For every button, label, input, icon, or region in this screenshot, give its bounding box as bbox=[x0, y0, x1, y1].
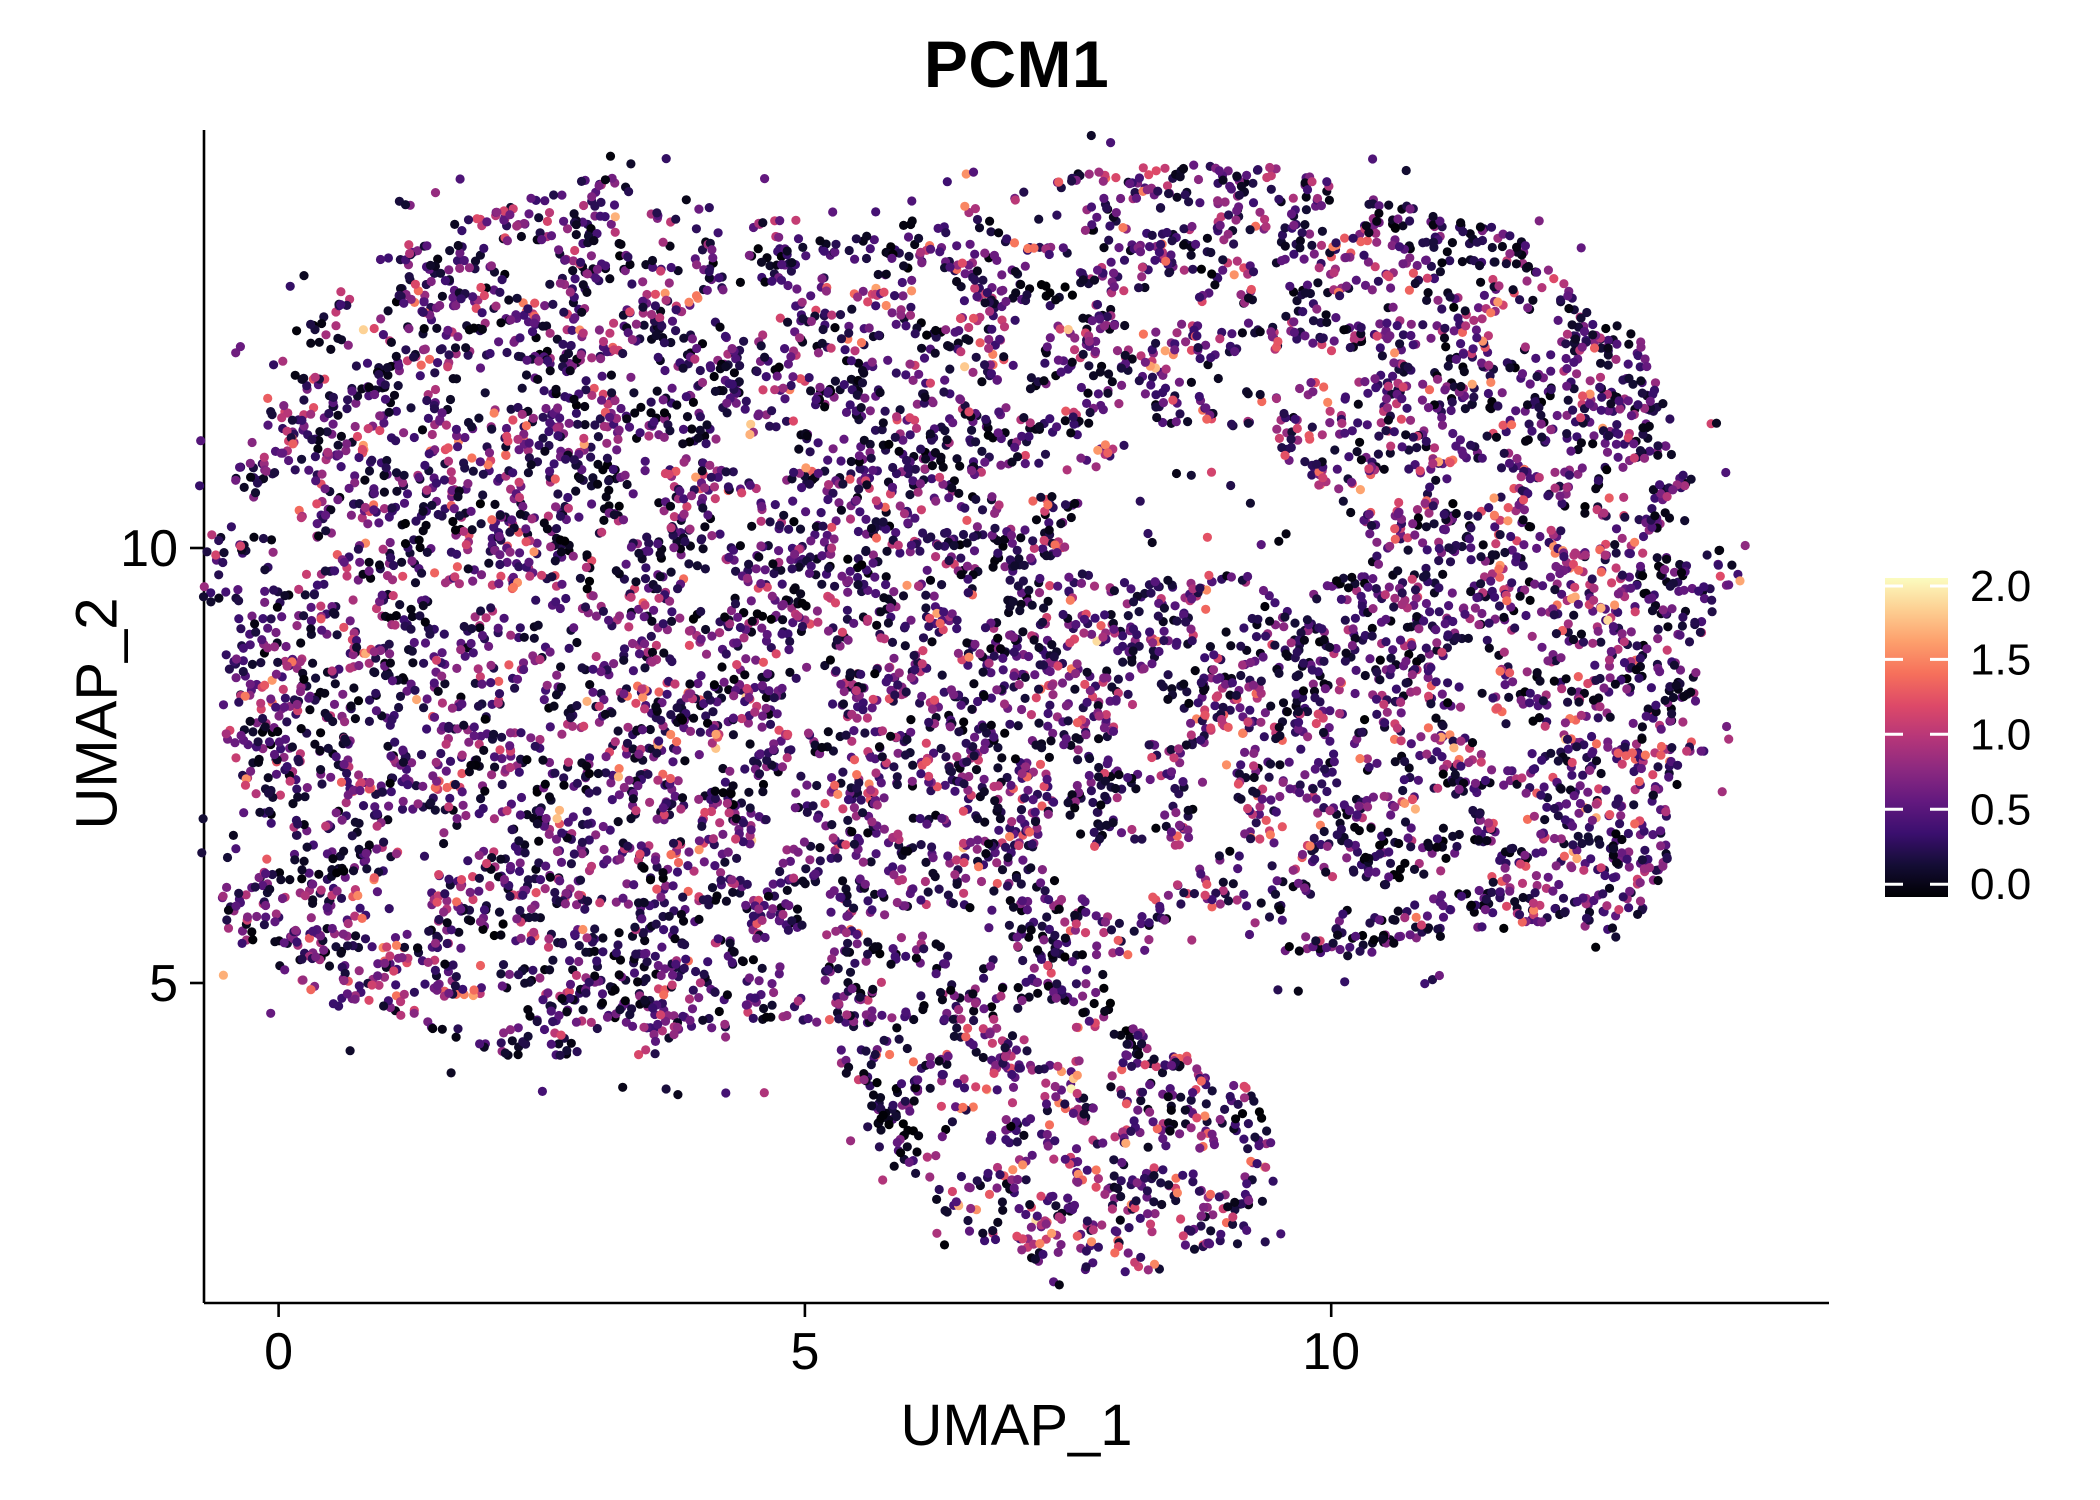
svg-text:0: 0 bbox=[264, 1323, 293, 1381]
svg-text:5: 5 bbox=[149, 955, 178, 1013]
svg-text:10: 10 bbox=[1302, 1323, 1360, 1381]
svg-text:5: 5 bbox=[790, 1323, 819, 1381]
svg-text:10: 10 bbox=[120, 520, 178, 578]
